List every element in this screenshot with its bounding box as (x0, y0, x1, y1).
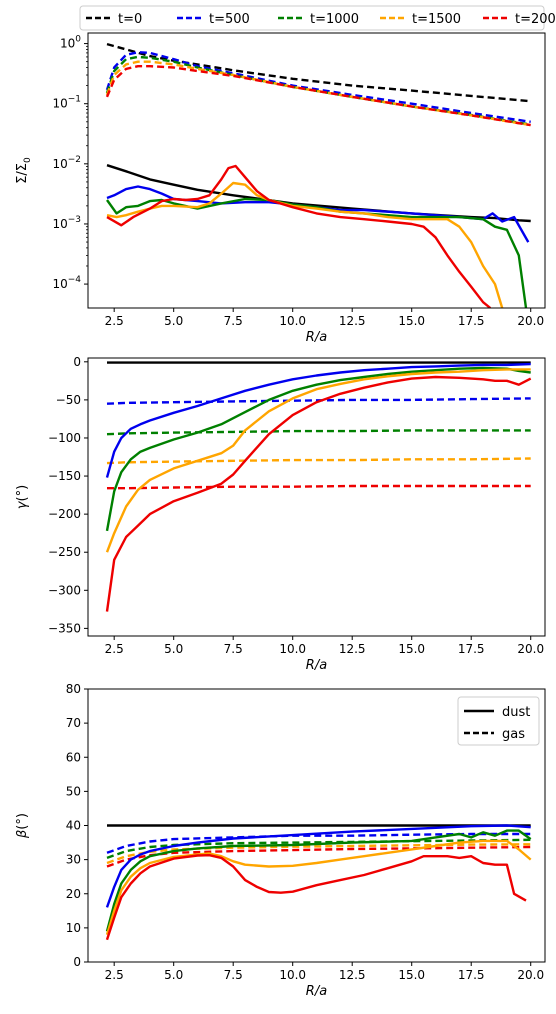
series-line-t2000-solid (106, 164, 492, 308)
series-line-t500-dashed (106, 397, 531, 405)
y-tick-label: 10−3 (52, 215, 81, 231)
series-line-t1500-solid (105, 368, 531, 553)
legend-label: dust (502, 705, 530, 720)
x-tick-label: 5.0 (164, 314, 183, 328)
y-tick-label: 10 (66, 921, 81, 935)
series-line-t2000-dashed (106, 845, 531, 868)
x-tick-label: 15.0 (398, 642, 425, 656)
y-tick-label: −250 (48, 545, 81, 559)
time-legend: t=0 t=500 t=1000 t=1500 t=2000 (79, 5, 556, 31)
series-line-t1000-solid (105, 829, 532, 932)
y-tick-label: 50 (66, 784, 81, 798)
y-axis-label: γ(°) (15, 485, 30, 509)
series-group (105, 361, 532, 612)
series-line-t0-dashed (106, 42, 531, 103)
series-line-t1000-solid (105, 366, 531, 532)
y-tick-label: 30 (66, 853, 81, 867)
series-group (105, 824, 532, 941)
x-tick-label: 17.5 (458, 642, 485, 656)
series-line-t1000-solid (106, 197, 528, 308)
x-tick-label: 5.0 (164, 642, 183, 656)
x-tick-label: 12.5 (339, 968, 366, 982)
legend-label: gas (502, 727, 525, 742)
x-tick-label: 15.0 (398, 968, 425, 982)
series-line-t500-solid (105, 362, 531, 478)
x-tick-label: 12.5 (339, 314, 366, 328)
y-tick-label: 10−1 (52, 95, 81, 111)
legend-label: t=500 (209, 12, 250, 27)
x-axis-label: R/a (306, 658, 327, 673)
x-tick-label: 20.0 (517, 642, 544, 656)
x-tick-label: 17.5 (458, 968, 485, 982)
legend-frame (79, 5, 545, 31)
x-tick-label: 2.5 (105, 314, 124, 328)
y-tick-label: −200 (48, 507, 81, 521)
x-tick-label: 12.5 (339, 642, 366, 656)
axes-frame (87, 357, 546, 637)
x-tick-label: 5.0 (164, 968, 183, 982)
x-axis-label: R/a (306, 330, 327, 345)
x-tick-label: 2.5 (105, 968, 124, 982)
surface-density-panel: 2.5 5.0 7.5 10.0 12.5 15.0 17.5 20.0 R/a 100 10−1 1… (15, 32, 546, 345)
gamma-angle-panel: 2.5 5.0 7.5 10.0 12.5 15.0 17.5 20.0 R/a 0 −50 −100… (15, 355, 546, 673)
y-tick-label: 40 (66, 819, 81, 833)
y-tick-label: −300 (48, 583, 81, 597)
legend-label: t=1000 (310, 12, 359, 27)
series-line-t500-solid (105, 824, 531, 908)
y-tick-label: 10−2 (52, 155, 81, 171)
y-tick-label: 70 (66, 716, 81, 730)
y-tick-label: 60 (66, 750, 81, 764)
x-tick-label: 20.0 (517, 314, 544, 328)
y-axis-label: β(°) (15, 813, 30, 839)
y-tick-label: −100 (48, 431, 81, 445)
x-tick-label: 2.5 (105, 642, 124, 656)
y-axis-label: Σ/Σ0 (15, 157, 33, 184)
series-line-t1000-dashed (106, 838, 531, 860)
y-tick-label: 0 (73, 955, 81, 969)
x-tick-label: 7.5 (224, 968, 243, 982)
x-axis-label: R/a (306, 984, 327, 999)
series-line-t1500-solid (105, 839, 532, 936)
series-line-t2000-dashed (105, 65, 531, 127)
y-tick-label: 10−4 (52, 275, 81, 291)
y-tick-label: −50 (56, 393, 81, 407)
legend-label: t=1500 (412, 12, 461, 27)
axes-frame (87, 32, 546, 309)
y-tick-label: 100 (60, 35, 81, 51)
series-line-t2000-solid (105, 375, 532, 612)
x-tick-label: 10.0 (279, 314, 306, 328)
beta-angle-panel: 2.5 5.0 7.5 10.0 12.5 15.0 17.5 20.0 R/a 0 10 20 30 4… (15, 682, 546, 999)
series-line-t1000-dashed (106, 429, 531, 436)
x-tick-label: 17.5 (458, 314, 485, 328)
y-tick-label: −150 (48, 469, 81, 483)
legend-label: t=0 (118, 12, 142, 27)
series-line-t2000-dashed (107, 484, 531, 490)
y-tick-label: 20 (66, 887, 81, 901)
x-tick-label: 7.5 (224, 642, 243, 656)
x-tick-label: 10.0 (279, 642, 306, 656)
x-tick-label: 10.0 (279, 968, 306, 982)
x-tick-label: 20.0 (517, 968, 544, 982)
y-tick-label: 80 (66, 682, 81, 696)
series-line-t2000-solid (105, 854, 527, 941)
y-tick-label: −350 (48, 621, 81, 635)
legend-label: t=2000 (515, 12, 556, 27)
series-line-t1500-dashed (105, 60, 531, 127)
y-tick-label: 0 (73, 355, 81, 369)
series-group (105, 42, 531, 308)
series-line-t500-dashed (105, 51, 531, 123)
x-tick-label: 15.0 (398, 314, 425, 328)
x-tick-label: 7.5 (224, 314, 243, 328)
series-line-t1500-dashed (106, 457, 531, 465)
